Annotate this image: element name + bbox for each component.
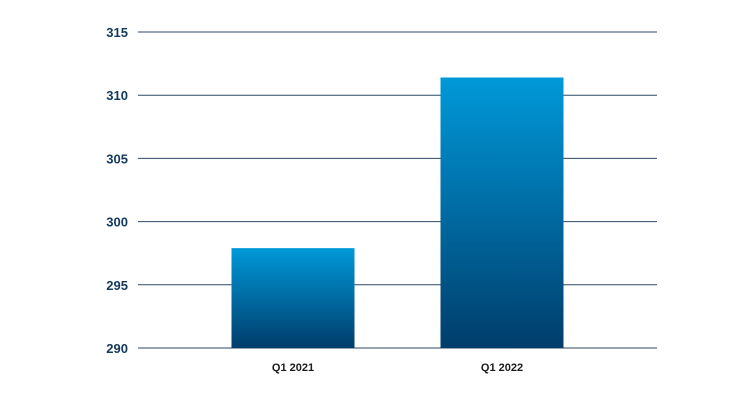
bar-q1-2022 <box>440 77 564 348</box>
x-tick-label-q1-2021: Q1 2021 <box>272 362 314 374</box>
y-tick-label-310: 310 <box>106 88 128 103</box>
y-tick-label-305: 305 <box>106 151 128 166</box>
gridlines <box>138 31 657 349</box>
x-tick-label-q1-2022: Q1 2022 <box>481 362 523 374</box>
y-tick-label-300: 300 <box>106 215 128 230</box>
y-axis: 290 295 300 305 310 315 <box>106 25 128 356</box>
y-tick-label-290: 290 <box>106 341 128 356</box>
x-axis: Q1 2021 Q1 2022 <box>272 362 523 374</box>
bars <box>231 77 564 348</box>
bar-q1-2021 <box>231 248 355 348</box>
y-tick-label-295: 295 <box>106 278 128 293</box>
y-tick-label-315: 315 <box>106 25 128 40</box>
